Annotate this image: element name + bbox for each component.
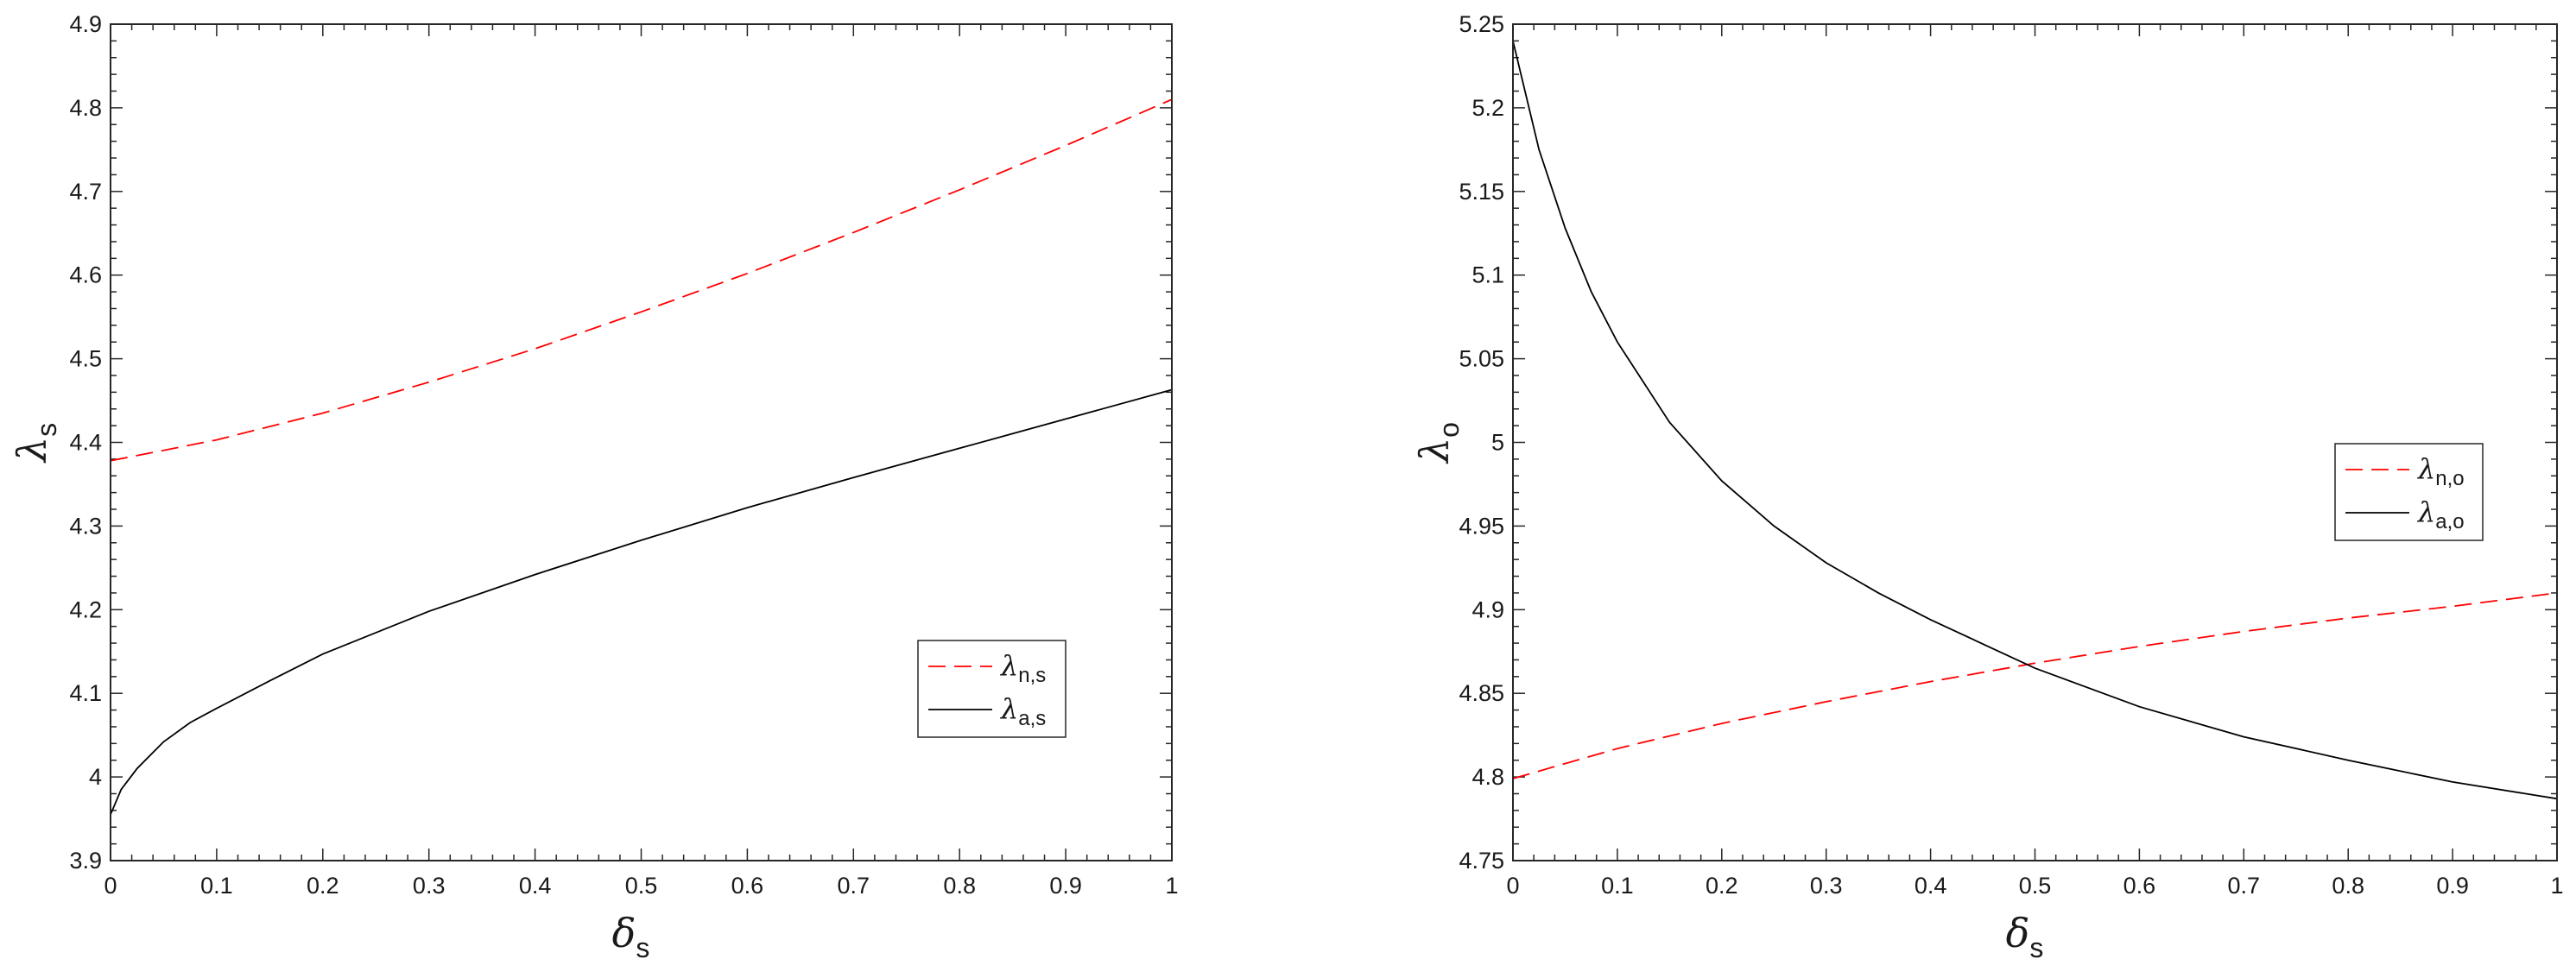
y-tick-label: 4.2 (69, 596, 102, 622)
series-line-a-o (1512, 41, 2558, 800)
legend-box (2334, 443, 2484, 541)
x-tick-label: 0.6 (2123, 873, 2156, 899)
x-tick-label: 0 (1506, 873, 1519, 899)
y-axis-subscript: o (1434, 422, 1465, 438)
y-tick-label: 5.15 (1459, 179, 1504, 205)
legend-symbol: λ (999, 649, 1018, 682)
x-tick-label: 0.1 (1601, 873, 1634, 899)
x-tick-label: 0.9 (1049, 873, 1082, 899)
x-tick-label: 0.5 (625, 873, 658, 899)
chart-2: 0 0.1 0.2 0.3 0.4 0.5 0.6 0.7 0.8 0.9 1 4.75 4.8 4.85… (1411, 11, 2564, 963)
y-tick-label: 4.85 (1459, 680, 1504, 706)
x-tick-label: 0.2 (1706, 873, 1738, 899)
y-tick-label: 4.5 (69, 346, 102, 372)
x-tick-label: 1 (1165, 873, 1178, 899)
legend-entry: λa,o (2416, 495, 2465, 533)
x-axis-label: δs (612, 910, 650, 963)
x-tick-label: 0 (104, 873, 117, 899)
y-tick-label: 4.9 (1472, 596, 1504, 622)
y-tick-label: 4.95 (1459, 513, 1504, 539)
legend-entry: λn,o (2416, 452, 2465, 490)
legend-subscript: n,o (2435, 467, 2464, 490)
legend-subscript: a,o (2435, 510, 2464, 533)
x-tick-label: 0.3 (413, 873, 446, 899)
y-tick-label: 4 (89, 764, 102, 790)
y-tick-label: 5 (1491, 430, 1504, 456)
y-tick-label: 5.1 (1472, 262, 1504, 288)
x-axis-subscript: s (2029, 932, 2043, 963)
y-axis-label: λs (9, 423, 62, 464)
series-line-n-o (1512, 592, 2558, 779)
y-axis-label: λo (1411, 422, 1465, 464)
legend: λn,sλa,s (917, 640, 1066, 738)
y-tick-label: 4.4 (69, 430, 102, 456)
y-tick-label: 4.6 (69, 262, 102, 288)
x-tick-label: 0.9 (2436, 873, 2469, 899)
ticks (110, 23, 1173, 861)
y-axis-symbol: λ (1411, 438, 1458, 464)
plot-area (1513, 24, 2557, 861)
y-tick-label: 4.7 (69, 179, 102, 205)
ticks (1512, 23, 2558, 861)
legend-symbol: λ (2416, 495, 2435, 528)
y-tick-label: 3.9 (69, 848, 102, 874)
x-tick-label: 1 (2550, 873, 2563, 899)
x-tick-label: 0.8 (943, 873, 976, 899)
chart-1: 0 0.1 0.2 0.3 0.4 0.5 0.6 0.7 0.8 0.9 1 3.9 4 4.1 4.2 4… (9, 11, 1179, 963)
x-axis-label: δs (2006, 910, 2044, 963)
x-axis-subscript: s (636, 932, 649, 963)
x-tick-label: 0.6 (731, 873, 764, 899)
x-tick-label: 0.5 (2019, 873, 2052, 899)
x-tick-label: 0.4 (1915, 873, 1947, 899)
legend-symbol: λ (2416, 452, 2435, 485)
y-axis-subscript: s (31, 423, 62, 437)
y-tick-label: 5.2 (1472, 95, 1504, 121)
y-axis-symbol: λ (9, 437, 55, 464)
legend-subscript: n,s (1018, 664, 1046, 687)
y-tick-label: 5.25 (1459, 11, 1504, 37)
y-tick-label: 5.05 (1459, 346, 1504, 372)
legend-entry: λn,s (999, 649, 1046, 687)
y-tick-label: 4.3 (69, 513, 102, 539)
y-tick-label: 4.8 (69, 95, 102, 121)
legend-box (917, 640, 1066, 738)
legend-entry: λa,s (999, 692, 1046, 730)
y-tick-label: 4.75 (1459, 848, 1504, 874)
y-tick-label: 4.9 (69, 11, 102, 37)
y-tick-label: 4.1 (69, 680, 102, 706)
x-tick-label: 0.3 (1810, 873, 1843, 899)
series-line-n-s (110, 98, 1173, 462)
x-tick-label: 0.7 (2228, 873, 2261, 899)
y-tick-label: 4.8 (1472, 764, 1504, 790)
plot-frame (1512, 23, 2558, 861)
x-tick-label: 0.1 (200, 873, 233, 899)
legend-symbol: λ (999, 692, 1018, 725)
x-tick-label: 0.8 (2332, 873, 2364, 899)
legend-subscript: a,s (1018, 707, 1046, 730)
plot-frame (110, 23, 1173, 861)
x-axis-symbol: δ (2006, 910, 2030, 956)
x-axis-symbol: δ (612, 910, 636, 956)
x-tick-label: 0.7 (838, 873, 870, 899)
x-tick-label: 0.2 (307, 873, 339, 899)
x-tick-label: 0.4 (519, 873, 552, 899)
series-line-a-s (110, 388, 1173, 816)
legend: λn,oλa,o (2334, 443, 2484, 541)
